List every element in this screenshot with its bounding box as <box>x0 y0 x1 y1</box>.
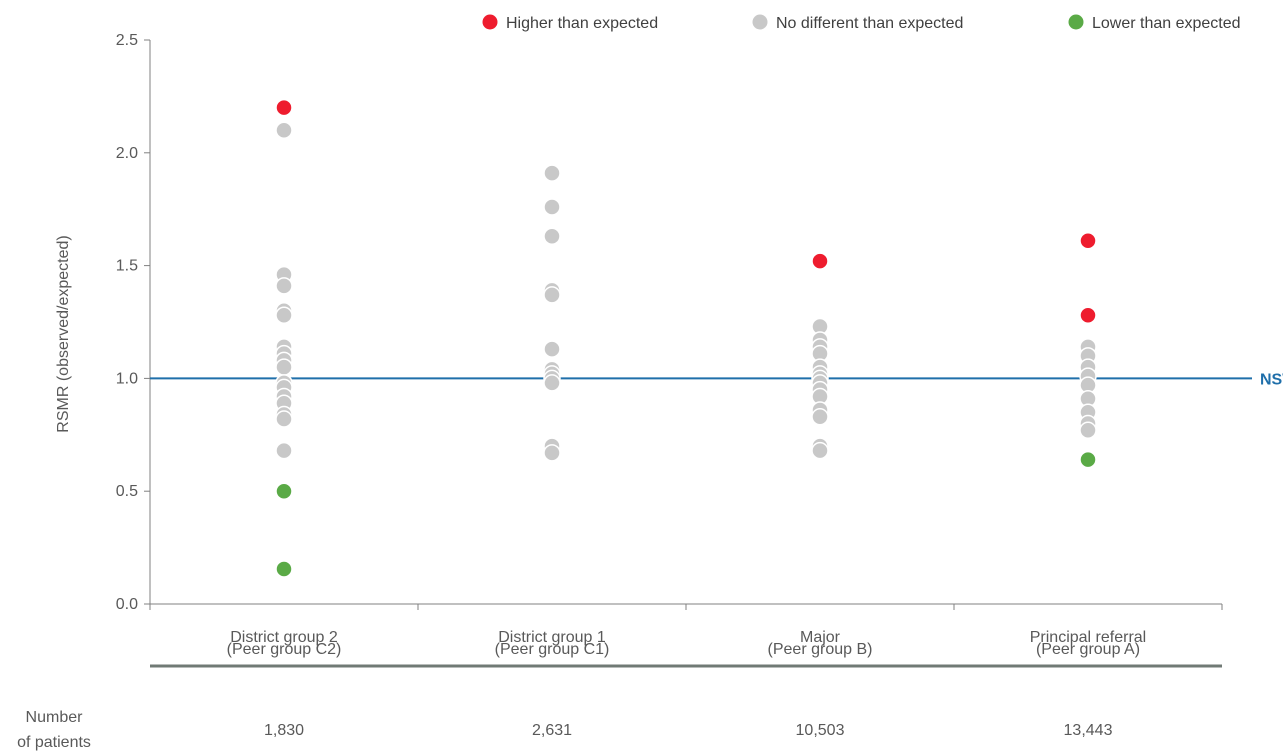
patients-row-label-line1: Number <box>26 709 84 726</box>
data-points <box>275 98 1097 578</box>
data-point-no-different <box>543 164 561 182</box>
data-point-no-different <box>543 286 561 304</box>
data-point-no-different <box>543 444 561 462</box>
legend-marker-higher <box>482 14 498 30</box>
x-axis-categories: District group 2(Peer group C2) District … <box>227 629 1147 658</box>
patients-table: Number of patients 1,830 2,631 10,503 13,44… <box>17 664 1222 751</box>
patient-count-value: 10,503 <box>796 722 845 739</box>
data-point-no-different <box>543 198 561 216</box>
legend-label-lower: Lower than expected <box>1092 15 1241 32</box>
data-point-higher <box>1079 306 1097 324</box>
category-label-line2: (Peer group A) <box>1036 641 1140 658</box>
y-tick-label: 0.0 <box>116 596 138 613</box>
reference-line-group: NSW <box>150 371 1283 388</box>
data-point-no-different <box>275 441 293 460</box>
y-tick-label: 0.5 <box>116 483 138 500</box>
patients-row-label-line2: of patients <box>17 734 91 751</box>
data-point-no-different <box>1079 421 1097 440</box>
category-label-line2: (Peer group B) <box>768 641 873 658</box>
legend-marker-lower <box>1068 14 1084 30</box>
data-point-no-different <box>275 410 293 428</box>
legend-marker-no-different <box>752 14 768 30</box>
legend-label-higher: Higher than expected <box>506 15 658 32</box>
category-label-line1: District group 2 <box>230 629 338 646</box>
data-point-lower <box>1079 450 1097 469</box>
y-axis-label: RSMR (observed/expected) <box>55 235 72 432</box>
patient-count-value: 1,830 <box>264 722 304 739</box>
category-label-line1: Major <box>800 629 841 646</box>
data-point-no-different <box>811 408 829 426</box>
data-point-no-different <box>275 358 293 376</box>
patient-count-value: 13,443 <box>1064 722 1113 739</box>
data-point-lower <box>275 560 293 578</box>
legend: Higher than expected No different than ex… <box>482 14 1241 32</box>
nsw-reference-label: NSW <box>1260 371 1283 388</box>
data-point-higher <box>275 98 293 117</box>
y-tick-label: 2.0 <box>116 145 138 162</box>
category-label-line1: Principal referral <box>1030 629 1146 646</box>
y-tick-label: 1.5 <box>116 258 138 275</box>
axes <box>149 40 1223 610</box>
data-point-higher <box>1079 232 1097 250</box>
data-point-lower <box>275 482 293 500</box>
y-tick-label: 2.5 <box>116 32 138 49</box>
data-point-no-different <box>811 441 829 460</box>
y-axis-ticks: 0.0 0.5 1.0 1.5 2.0 2.5 <box>116 32 150 613</box>
category-label-line2: (Peer group C2) <box>227 641 342 658</box>
legend-label-no-different: No different than expected <box>776 15 963 32</box>
data-point-no-different <box>275 121 293 139</box>
data-point-no-different <box>543 374 561 392</box>
data-point-higher <box>811 252 829 270</box>
data-point-no-different <box>275 277 293 295</box>
data-point-no-different <box>543 340 561 358</box>
data-point-no-different <box>275 306 293 324</box>
category-label-line2: (Peer group C1) <box>495 641 610 658</box>
data-point-no-different <box>543 227 561 246</box>
y-tick-label: 1.0 <box>116 370 138 387</box>
patient-count-value: 2,631 <box>532 722 572 739</box>
category-label-line1: District group 1 <box>498 629 606 646</box>
